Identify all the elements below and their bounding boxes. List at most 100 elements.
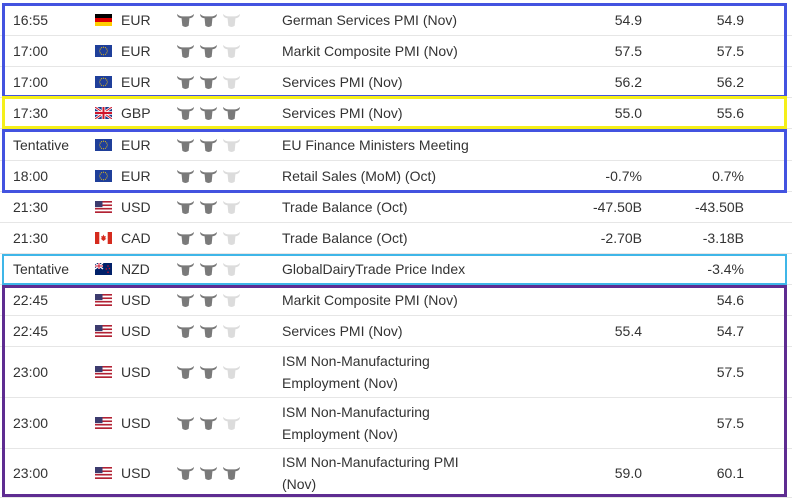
bull-icon: [176, 200, 195, 215]
table-row[interactable]: Tentative EUR EU Finance Ministers Meeting: [0, 130, 792, 161]
table-row[interactable]: 18:00 EUR Retail Sales (MoM) (Oct) -0.7% 0.7…: [0, 161, 792, 192]
importance-bulls: [176, 75, 241, 90]
forecast-value: 0.7%: [712, 168, 744, 184]
importance-bulls: [176, 200, 241, 215]
row-currency: EUR: [121, 168, 151, 184]
flag-nz-icon: [95, 254, 112, 284]
table-row[interactable]: 17:00 EUR Services PMI (Nov) 56.2 56.2: [0, 67, 792, 98]
bull-icon: [176, 262, 195, 277]
importance-rating: [176, 398, 241, 448]
event-name[interactable]: Retail Sales (MoM) (Oct): [282, 168, 437, 184]
flag-us-icon: [95, 192, 112, 222]
table-row[interactable]: Tentative NZD GlobalDairyTrade Price Index…: [0, 254, 792, 285]
importance-rating: [176, 254, 241, 284]
actual-value: 56.2: [614, 74, 642, 90]
flag-eu-icon: [95, 130, 112, 160]
importance-rating: [176, 192, 241, 222]
importance-rating: [176, 98, 241, 128]
event-name[interactable]: GlobalDairyTrade Price Index: [282, 261, 466, 277]
actual-value: 57.5: [614, 43, 642, 59]
bull-icon: [176, 44, 195, 59]
row-time: 17:00: [13, 43, 49, 59]
table-row[interactable]: 23:00 USD ISM Non-Manufacturing Employment…: [0, 398, 792, 449]
table-row[interactable]: 23:00 USD ISM Non-Manufacturing PMI (Nov) 5…: [0, 449, 792, 498]
bull-icon: [199, 200, 218, 215]
row-currency: EUR: [121, 74, 151, 90]
table-row[interactable]: 21:30 USD Trade Balance (Oct) -47.50B -43.50…: [0, 192, 792, 223]
importance-bulls: [176, 44, 241, 59]
flag-ca-icon: [95, 223, 112, 253]
bull-icon: [222, 466, 241, 481]
forecast-value: 60.1: [716, 465, 744, 481]
bull-icon: [176, 169, 195, 184]
importance-bulls: [176, 13, 241, 28]
importance-rating: [176, 316, 241, 346]
row-currency: EUR: [121, 12, 151, 28]
actual-value: 59.0: [614, 465, 642, 481]
bull-icon: [176, 466, 195, 481]
bull-icon: [222, 138, 241, 153]
row-time: 17:00: [13, 74, 49, 90]
table-row[interactable]: 22:45 USD Markit Composite PMI (Nov) 54.6: [0, 285, 792, 316]
flag-gb-icon: [95, 98, 112, 128]
importance-bulls: [176, 138, 241, 153]
event-name[interactable]: Trade Balance (Oct): [282, 199, 408, 215]
event-name[interactable]: Trade Balance (Oct): [282, 230, 408, 246]
event-name[interactable]: ISM Non-Manufacturing Employment (Nov): [282, 353, 430, 391]
flag-eu-icon: [95, 36, 112, 66]
bull-icon: [222, 231, 241, 246]
event-name[interactable]: Services PMI (Nov): [282, 105, 403, 121]
bull-icon: [222, 293, 241, 308]
importance-bulls: [176, 324, 241, 339]
table-row[interactable]: 23:00 USD ISM Non-Manufacturing Employment…: [0, 347, 792, 398]
row-time: Tentative: [13, 261, 70, 277]
event-name[interactable]: ISM Non-Manufacturing Employment (Nov): [282, 404, 430, 442]
bull-icon: [176, 293, 195, 308]
bull-icon: [176, 106, 195, 121]
table-row[interactable]: 17:30 GBP Services PMI (Nov) 55.0 55.6: [0, 98, 792, 129]
bull-icon: [199, 231, 218, 246]
row-time: 22:45: [13, 292, 49, 308]
forecast-value: -43.50B: [694, 199, 744, 215]
row-currency: USD: [121, 364, 151, 380]
bull-icon: [176, 75, 195, 90]
actual-value: -0.7%: [605, 168, 642, 184]
table-row[interactable]: 16:55 EUR German Services PMI (Nov) 54.9 54.…: [0, 5, 792, 36]
forecast-value: 57.5: [716, 415, 744, 431]
bull-icon: [199, 169, 218, 184]
row-currency: GBP: [121, 105, 151, 121]
event-name[interactable]: German Services PMI (Nov): [282, 12, 458, 28]
bull-icon: [222, 106, 241, 121]
bull-icon: [199, 262, 218, 277]
flag-eu-icon: [95, 67, 112, 97]
importance-bulls: [176, 169, 241, 184]
forecast-value: 55.6: [716, 105, 744, 121]
row-time: 17:30: [13, 105, 49, 121]
bull-icon: [199, 293, 218, 308]
bull-icon: [222, 44, 241, 59]
forecast-value: 56.2: [716, 74, 744, 90]
event-name[interactable]: EU Finance Ministers Meeting: [282, 137, 469, 153]
event-name[interactable]: Services PMI (Nov): [282, 323, 403, 339]
importance-bulls: [176, 365, 241, 380]
event-name[interactable]: Markit Composite PMI (Nov): [282, 43, 458, 59]
row-currency: USD: [121, 323, 151, 339]
forecast-value: 54.7: [716, 323, 744, 339]
table-row[interactable]: 17:00 EUR Markit Composite PMI (Nov) 57.5 57…: [0, 36, 792, 67]
event-name[interactable]: ISM Non-Manufacturing PMI (Nov): [282, 454, 459, 492]
table-row[interactable]: 21:30 CAD Trade Balance (Oct) -2.70B -3.18B: [0, 223, 792, 254]
actual-value: -2.70B: [600, 230, 642, 246]
table-row[interactable]: 22:45 USD Services PMI (Nov) 55.4 54.7: [0, 316, 792, 347]
importance-bulls: [176, 466, 241, 481]
bull-icon: [176, 231, 195, 246]
importance-rating: [176, 36, 241, 66]
bull-icon: [199, 324, 218, 339]
event-name[interactable]: Services PMI (Nov): [282, 74, 403, 90]
bull-icon: [199, 466, 218, 481]
row-time: Tentative: [13, 137, 70, 153]
event-name[interactable]: Markit Composite PMI (Nov): [282, 292, 458, 308]
bull-icon: [176, 138, 195, 153]
row-currency: EUR: [121, 43, 151, 59]
flag-de-icon: [95, 5, 112, 35]
forecast-value: 57.5: [716, 43, 744, 59]
